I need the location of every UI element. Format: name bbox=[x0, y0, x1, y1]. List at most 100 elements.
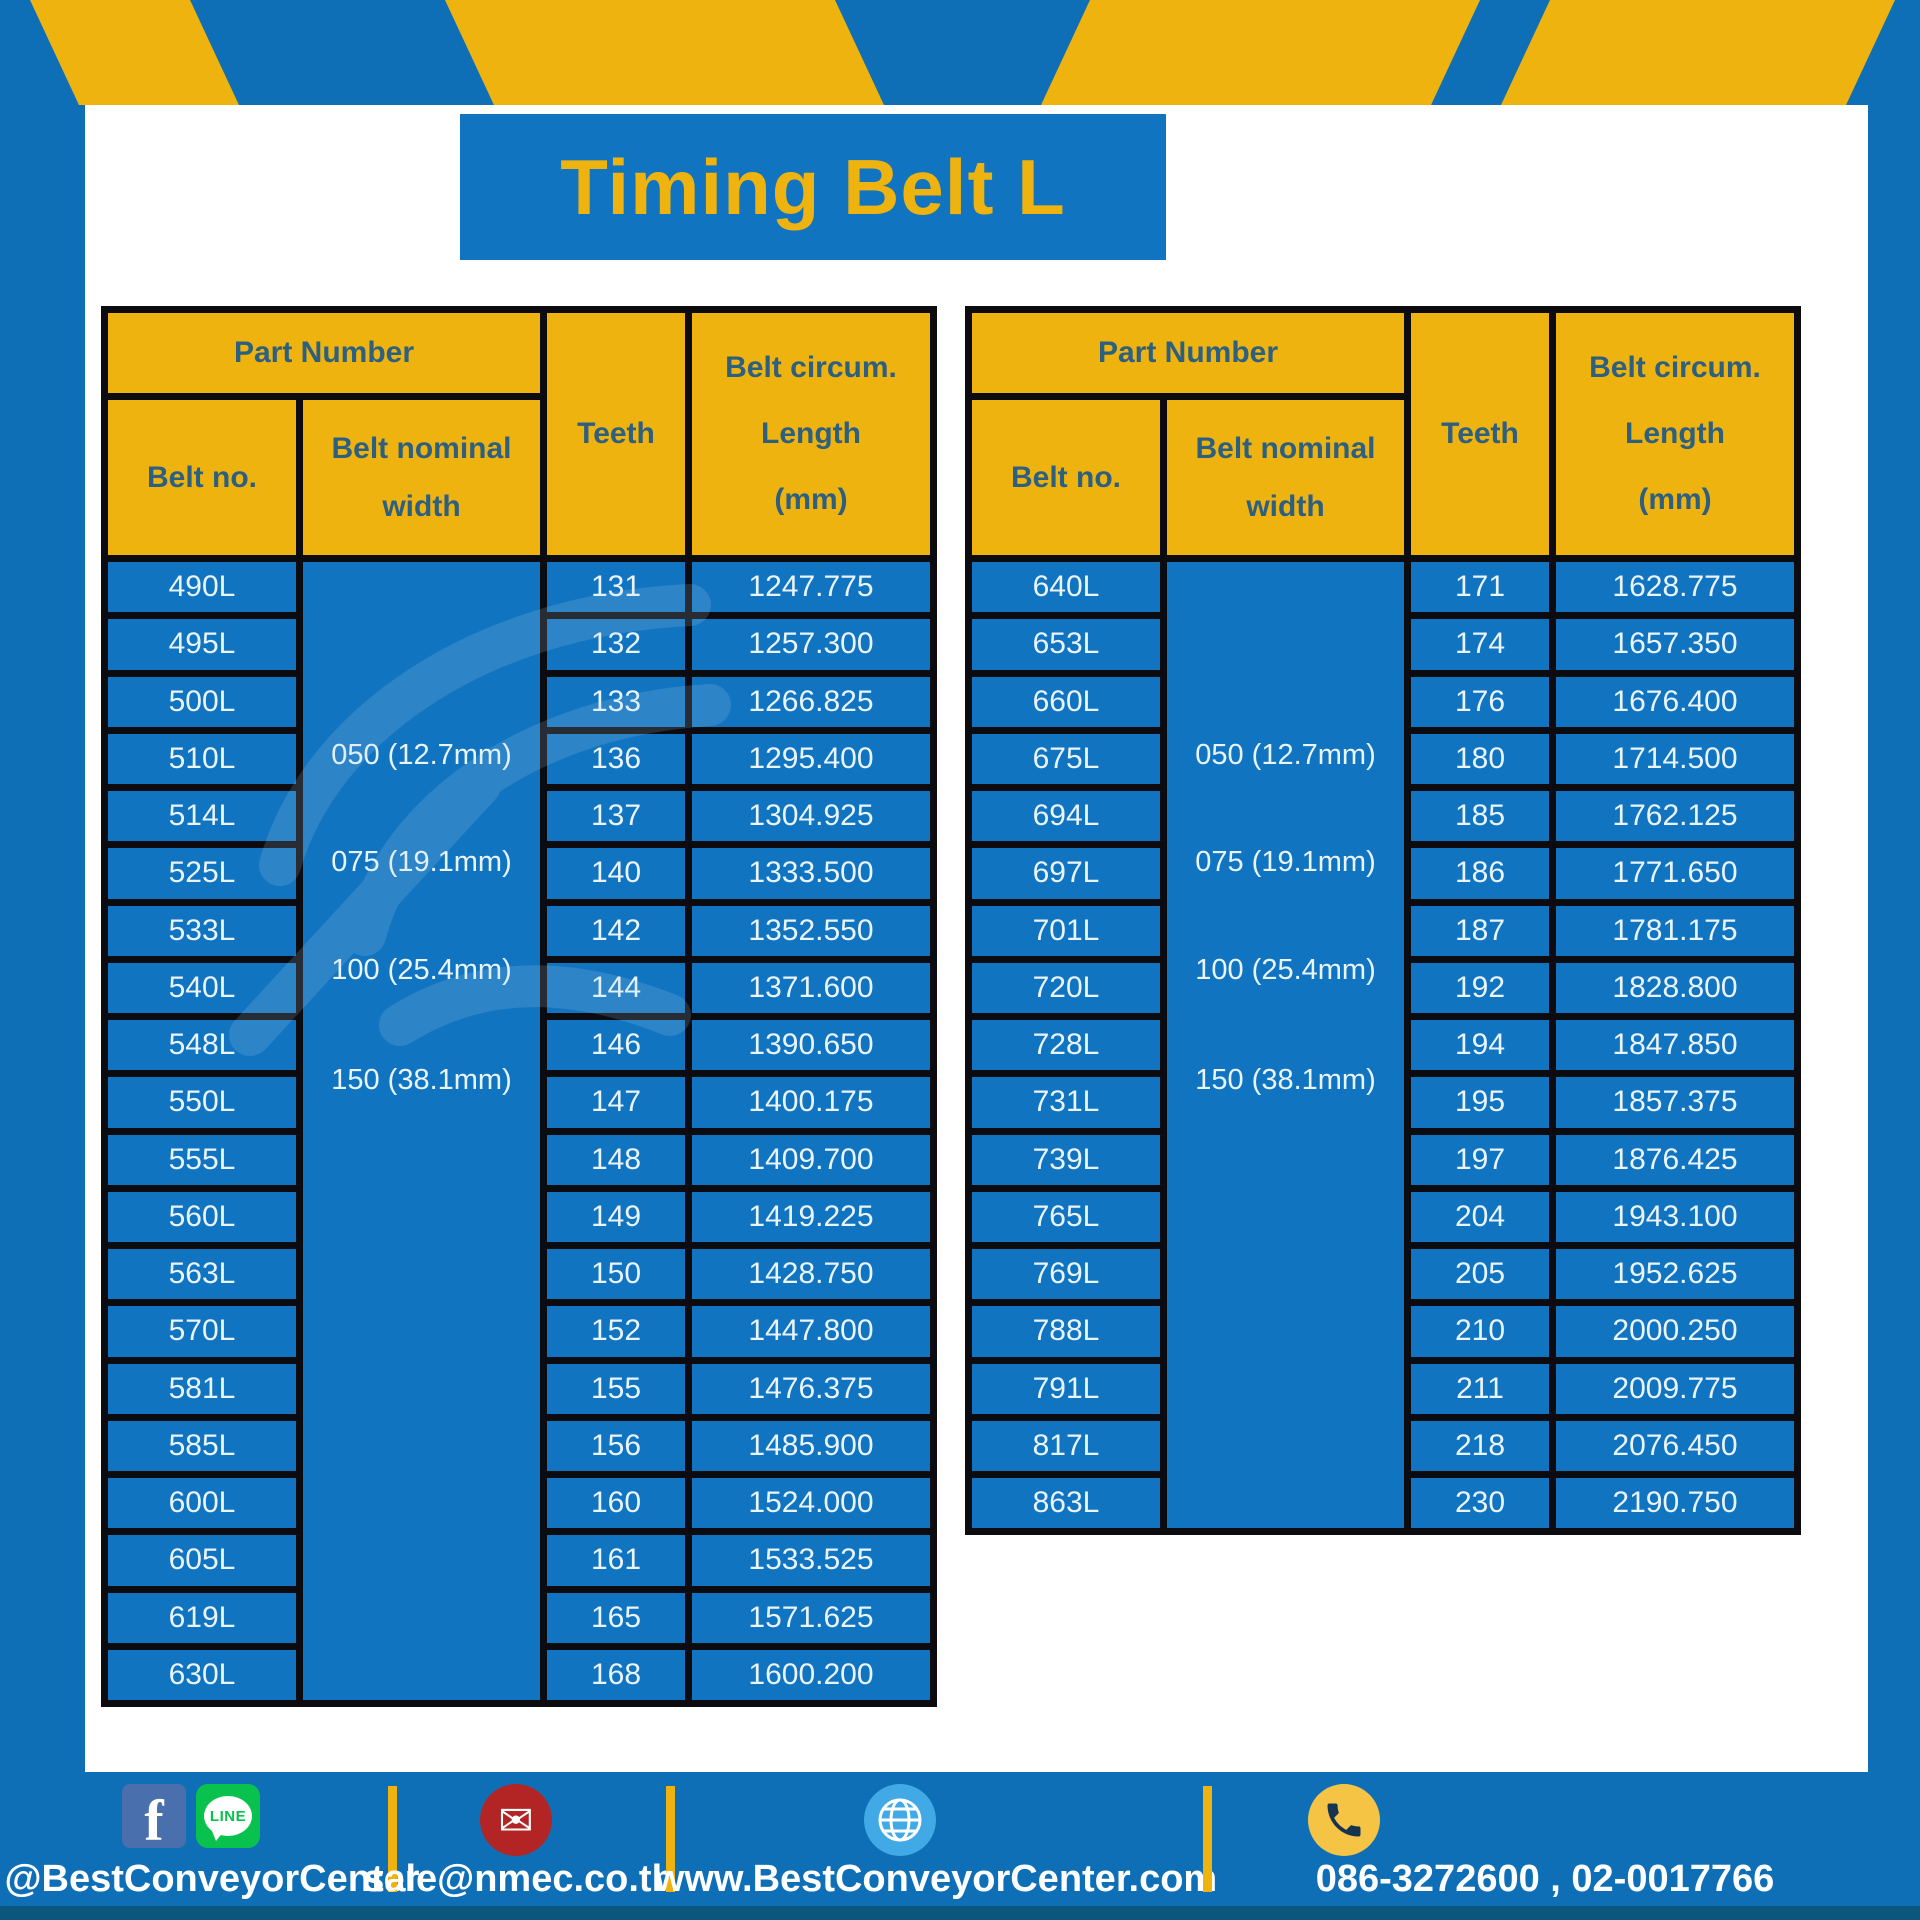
teeth-cell: 160 bbox=[547, 1478, 685, 1529]
email-icon[interactable]: ✉ bbox=[480, 1784, 552, 1856]
length-cell: 1419.225 bbox=[692, 1191, 930, 1242]
belt-no-cell: 630L bbox=[108, 1649, 296, 1700]
belt-no-cell: 788L bbox=[972, 1306, 1160, 1357]
belt-width-option: 150 (38.1mm) bbox=[1195, 1064, 1376, 1096]
social-handle[interactable]: @BestConveyorCenter bbox=[4, 1858, 420, 1900]
belt-no-cell: 500L bbox=[108, 676, 296, 727]
header-circum-line1: Belt circum. bbox=[1589, 351, 1761, 384]
phone-icon[interactable] bbox=[1308, 1784, 1380, 1856]
length-cell: 1828.800 bbox=[1556, 962, 1794, 1013]
length-cell: 1476.375 bbox=[692, 1363, 930, 1414]
globe-icon[interactable] bbox=[864, 1784, 936, 1856]
length-cell: 1762.125 bbox=[1556, 791, 1794, 842]
header-part-number: Part Number bbox=[972, 313, 1404, 393]
teeth-cell: 192 bbox=[1411, 962, 1549, 1013]
length-cell: 1447.800 bbox=[692, 1306, 930, 1357]
teeth-cell: 146 bbox=[547, 1020, 685, 1071]
length-cell: 1628.775 bbox=[1556, 562, 1794, 613]
length-cell: 1304.925 bbox=[692, 791, 930, 842]
header-belt-nominal-width: Belt nominal width bbox=[303, 400, 540, 555]
length-cell: 2076.450 bbox=[1556, 1420, 1794, 1471]
belt-no-cell: 540L bbox=[108, 962, 296, 1013]
length-cell: 2009.775 bbox=[1556, 1363, 1794, 1414]
belt-no-cell: 560L bbox=[108, 1191, 296, 1242]
teeth-cell: 186 bbox=[1411, 848, 1549, 899]
footer-bar: f LINE @BestConveyorCenter ✉ sale@nmec.c… bbox=[0, 1772, 1920, 1920]
length-cell: 1600.200 bbox=[692, 1649, 930, 1700]
belt-no-cell: 495L bbox=[108, 619, 296, 670]
hazard-stripe bbox=[1041, 0, 1480, 105]
teeth-cell: 156 bbox=[547, 1420, 685, 1471]
length-cell: 1390.650 bbox=[692, 1020, 930, 1071]
belt-no-cell: 728L bbox=[972, 1020, 1160, 1071]
header-belt-nominal-line1: Belt nominal bbox=[1195, 431, 1376, 465]
teeth-cell: 152 bbox=[547, 1306, 685, 1357]
line-bubble: LINE bbox=[204, 1796, 252, 1841]
length-cell: 1333.500 bbox=[692, 848, 930, 899]
belt-width-option: 050 (12.7mm) bbox=[331, 739, 512, 771]
belt-no-cell: 817L bbox=[972, 1420, 1160, 1471]
belt-no-cell: 533L bbox=[108, 905, 296, 956]
belt-no-cell: 619L bbox=[108, 1592, 296, 1643]
spec-table-left: Part Number Belt no. Belt nominal width … bbox=[101, 306, 937, 1707]
teeth-cell: 205 bbox=[1411, 1249, 1549, 1300]
length-cell: 1257.300 bbox=[692, 619, 930, 670]
header-circum-line1: Belt circum. bbox=[725, 351, 897, 384]
length-cell: 1943.100 bbox=[1556, 1191, 1794, 1242]
header-circum-line2: Length bbox=[1625, 417, 1725, 450]
facebook-icon[interactable]: f bbox=[122, 1784, 186, 1848]
belt-width-merged-cell: 050 (12.7mm) 075 (19.1mm) 100 (25.4mm) 150 … bbox=[303, 562, 540, 1700]
title-banner: Timing Belt L bbox=[460, 114, 1166, 260]
belt-width-option: 050 (12.7mm) bbox=[1195, 739, 1376, 771]
belt-no-cell: 720L bbox=[972, 962, 1160, 1013]
page-title: Timing Belt L bbox=[560, 142, 1066, 231]
belt-no-cell: 585L bbox=[108, 1420, 296, 1471]
spec-table-right: Part Number Belt no. Belt nominal width … bbox=[965, 306, 1801, 1536]
header-belt-nominal-line1: Belt nominal bbox=[331, 431, 512, 465]
header-belt-nominal-line2: width bbox=[1246, 489, 1325, 523]
line-icon[interactable]: LINE bbox=[196, 1784, 260, 1848]
length-cell: 1400.175 bbox=[692, 1077, 930, 1128]
length-cell: 1657.350 bbox=[1556, 619, 1794, 670]
belt-width-option: 075 (19.1mm) bbox=[331, 846, 512, 878]
email-address[interactable]: sale@nmec.co.th bbox=[363, 1858, 675, 1900]
teeth-cell: 155 bbox=[547, 1363, 685, 1414]
teeth-cell: 165 bbox=[547, 1592, 685, 1643]
belt-no-cell: 605L bbox=[108, 1535, 296, 1586]
teeth-cell: 140 bbox=[547, 848, 685, 899]
footer-divider bbox=[388, 1786, 397, 1892]
length-cell: 1485.900 bbox=[692, 1420, 930, 1471]
length-cell: 1847.850 bbox=[1556, 1020, 1794, 1071]
belt-no-cell: 510L bbox=[108, 733, 296, 784]
header-teeth: Teeth bbox=[547, 313, 685, 555]
header-belt-no: Belt no. bbox=[972, 400, 1160, 555]
phone-numbers[interactable]: 086-3272600 , 02-0017766 bbox=[1315, 1858, 1775, 1900]
belt-no-cell: 525L bbox=[108, 848, 296, 899]
length-cell: 1952.625 bbox=[1556, 1249, 1794, 1300]
length-cell: 1409.700 bbox=[692, 1134, 930, 1185]
belt-no-cell: 765L bbox=[972, 1191, 1160, 1242]
belt-no-cell: 600L bbox=[108, 1478, 296, 1529]
website-url[interactable]: www.BestConveyorCenter.com bbox=[654, 1858, 1218, 1900]
belt-no-cell: 570L bbox=[108, 1306, 296, 1357]
header-belt-no: Belt no. bbox=[108, 400, 296, 555]
length-cell: 2190.750 bbox=[1556, 1478, 1794, 1529]
belt-no-cell: 739L bbox=[972, 1134, 1160, 1185]
belt-no-cell: 863L bbox=[972, 1478, 1160, 1529]
belt-no-cell: 697L bbox=[972, 848, 1160, 899]
belt-no-cell: 731L bbox=[972, 1077, 1160, 1128]
teeth-cell: 133 bbox=[547, 676, 685, 727]
teeth-cell: 136 bbox=[547, 733, 685, 784]
length-cell: 1771.650 bbox=[1556, 848, 1794, 899]
length-cell: 1857.375 bbox=[1556, 1077, 1794, 1128]
right-border bbox=[1868, 105, 1920, 1772]
teeth-cell: 132 bbox=[547, 619, 685, 670]
teeth-cell: 161 bbox=[547, 1535, 685, 1586]
teeth-cell: 150 bbox=[547, 1249, 685, 1300]
teeth-cell: 218 bbox=[1411, 1420, 1549, 1471]
teeth-cell: 210 bbox=[1411, 1306, 1549, 1357]
belt-no-cell: 640L bbox=[972, 562, 1160, 613]
header-teeth: Teeth bbox=[1411, 313, 1549, 555]
length-cell: 1266.825 bbox=[692, 676, 930, 727]
length-cell: 1247.775 bbox=[692, 562, 930, 613]
